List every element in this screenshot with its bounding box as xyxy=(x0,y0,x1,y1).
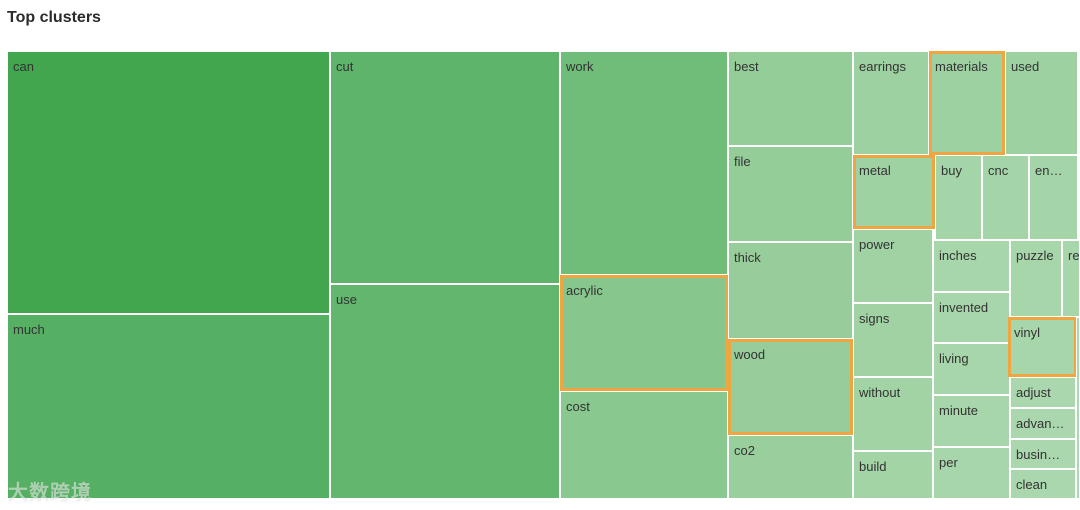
treemap-cell-label: living xyxy=(939,351,969,366)
treemap-cell-acrylic[interactable]: acrylic xyxy=(560,275,728,391)
treemap-cell-vinyl[interactable]: vinyl xyxy=(1008,317,1077,377)
treemap-cell-label: file xyxy=(734,154,751,169)
treemap-cell-re[interactable]: re xyxy=(1062,240,1080,317)
treemap-cell-per[interactable]: per xyxy=(933,447,1010,499)
treemap-cell-materials[interactable]: materials xyxy=(929,51,1005,155)
treemap-cell-puzzle[interactable]: puzzle xyxy=(1010,240,1062,317)
treemap-cell-can[interactable]: can xyxy=(7,51,330,314)
treemap-cell-power[interactable]: power xyxy=(853,229,933,303)
treemap-cell-cnc[interactable]: cnc xyxy=(982,155,1029,240)
treemap-cell-work[interactable]: work xyxy=(560,51,728,275)
treemap-cell-label: power xyxy=(859,237,895,252)
treemap-cell-best[interactable]: best xyxy=(728,51,853,146)
treemap-cell-label: cost xyxy=(566,399,590,414)
treemap-cell-co2[interactable]: co2 xyxy=(728,435,853,499)
treemap-cell-label: adjust xyxy=(1016,385,1051,400)
treemap-cell-label: co2 xyxy=(734,443,755,458)
treemap-cell-wood[interactable]: wood xyxy=(728,339,853,435)
treemap-cell-label: best xyxy=(734,59,759,74)
treemap-cell-cost[interactable]: cost xyxy=(560,391,728,499)
treemap-cell-used[interactable]: used xyxy=(1005,51,1078,155)
treemap-cell-label: much xyxy=(13,322,45,337)
treemap-cell-without[interactable]: without xyxy=(853,377,933,451)
treemap-cell-use[interactable]: use xyxy=(330,284,560,499)
treemap-cell-earrings[interactable]: earrings xyxy=(853,51,929,155)
chart-title: Top clusters xyxy=(7,9,101,26)
treemap-cell-label: work xyxy=(566,59,594,74)
treemap-cell-label: clean xyxy=(1016,477,1048,492)
treemap-cell-minute[interactable]: minute xyxy=(933,395,1010,447)
treemap-cell-clean[interactable]: clean xyxy=(1010,469,1076,499)
treemap-cell-label: build xyxy=(859,459,887,474)
treemap-cell-invented[interactable]: invented xyxy=(933,292,1010,343)
treemap-cell-adjust[interactable]: adjust xyxy=(1010,377,1076,408)
treemap-cell-busin[interactable]: busin… xyxy=(1010,439,1076,469)
treemap-cell-label: vinyl xyxy=(1014,325,1041,340)
treemap-cell-label: en… xyxy=(1035,163,1063,178)
treemap-cell-label: wood xyxy=(734,347,766,362)
treemap-cell-label: minute xyxy=(939,403,979,418)
treemap-cell-label: can xyxy=(13,59,34,74)
treemap-cell-label: inches xyxy=(939,248,977,263)
watermark-logo: 大数跨境 xyxy=(8,482,92,504)
treemap-cell-label: cnc xyxy=(988,163,1009,178)
treemap-cell-label: earrings xyxy=(859,59,906,74)
treemap-cell-much[interactable]: much xyxy=(7,314,330,499)
treemap-cell-label: use xyxy=(336,292,357,307)
treemap-cell-label: metal xyxy=(859,163,891,178)
treemap-cell-label: cut xyxy=(336,59,354,74)
treemap-cell-label: advan… xyxy=(1016,416,1065,431)
treemap-cell-file[interactable]: file xyxy=(728,146,853,242)
treemap-cell-advan[interactable]: advan… xyxy=(1010,408,1076,439)
treemap-cell-label: materials xyxy=(935,59,988,74)
treemap-cell-overflow[interactable] xyxy=(1076,317,1080,499)
treemap-cell-label: thick xyxy=(734,250,761,265)
treemap-cell-label: used xyxy=(1011,59,1040,74)
treemap-cell-label: acrylic xyxy=(566,283,603,298)
treemap-cell-signs[interactable]: signs xyxy=(853,303,933,377)
treemap-cell-living[interactable]: living xyxy=(933,343,1010,395)
treemap-cell-label: buy xyxy=(941,163,962,178)
treemap-cell-label: invented xyxy=(939,300,989,315)
treemap-cell-label: re xyxy=(1068,248,1080,263)
treemap-cell-label: puzzle xyxy=(1016,248,1054,263)
treemap-cell-label: busin… xyxy=(1016,447,1061,462)
treemap-cell-buy[interactable]: buy xyxy=(935,155,982,240)
treemap-cell-thick[interactable]: thick xyxy=(728,242,853,339)
treemap-cell-metal[interactable]: metal xyxy=(853,155,935,229)
treemap-cell-en[interactable]: en… xyxy=(1029,155,1078,240)
treemap-cell-cut[interactable]: cut xyxy=(330,51,560,284)
treemap-cell-label: signs xyxy=(859,311,890,326)
treemap-cell-build[interactable]: build xyxy=(853,451,933,499)
treemap-cell-label: per xyxy=(939,455,958,470)
treemap-cell-label: without xyxy=(859,385,901,400)
treemap-cell-inches[interactable]: inches xyxy=(933,240,1010,292)
